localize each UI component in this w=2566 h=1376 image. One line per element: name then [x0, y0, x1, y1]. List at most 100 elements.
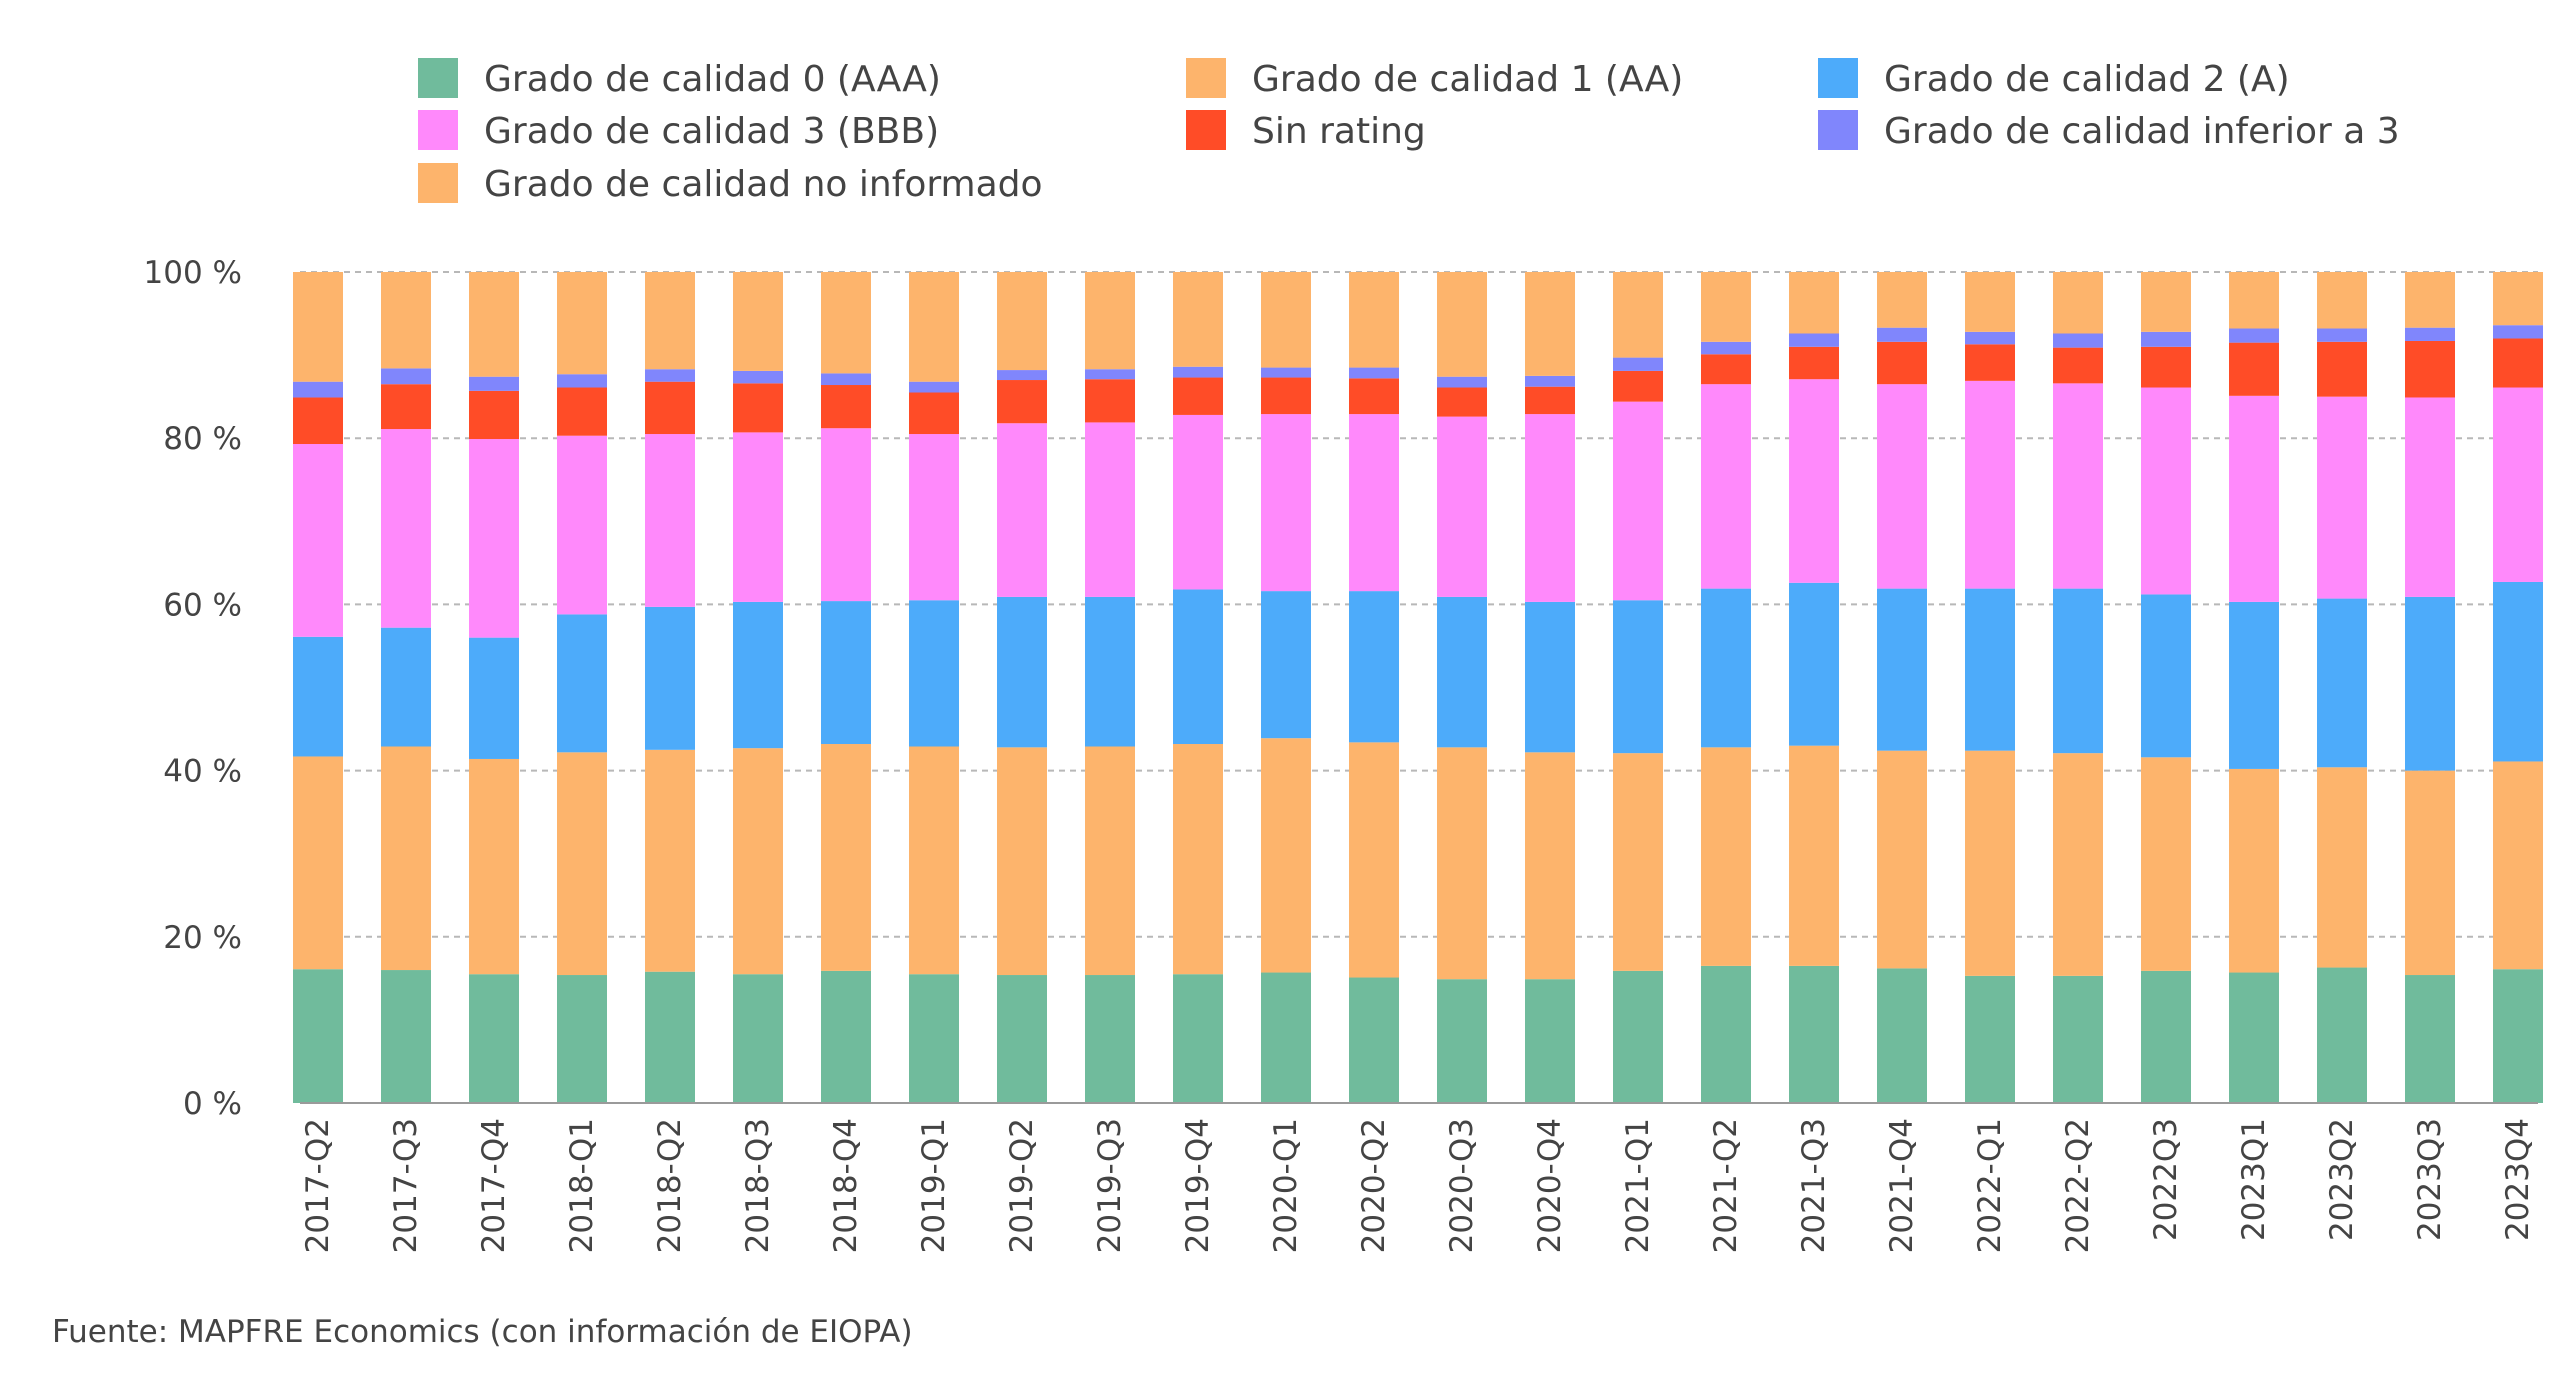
bar-segment	[2229, 272, 2279, 329]
bar-segment	[381, 429, 431, 628]
bar-segment	[1173, 744, 1223, 975]
bar-segment	[381, 368, 431, 385]
bar-segment	[469, 758, 519, 975]
bar-segment	[2405, 327, 2455, 341]
bar-segment	[469, 439, 519, 638]
bar-segment	[2493, 387, 2543, 582]
bar-segment	[997, 747, 1047, 976]
bar-segment	[1085, 369, 1135, 380]
x-tick-label: 2020-Q2	[1356, 1118, 1392, 1253]
bar-segment	[1173, 272, 1223, 367]
y-tick-label: 60 %	[163, 587, 242, 623]
legend-label: Grado de calidad 1 (AA)	[1252, 59, 1683, 100]
bar-segment	[381, 272, 431, 369]
bar-segment	[557, 614, 607, 753]
bar-segment	[557, 435, 607, 615]
legend-label: Grado de calidad 3 (BBB)	[484, 111, 939, 152]
bar-segment	[469, 637, 519, 759]
bar-segment	[557, 975, 607, 1103]
bar-segment	[1525, 272, 1575, 376]
bar-segment	[1789, 379, 1839, 583]
bar-segment	[381, 970, 431, 1103]
bar-segment	[821, 970, 871, 1103]
bar-segment	[1613, 753, 1663, 971]
x-tick-label: 2023Q4	[2500, 1118, 2536, 1241]
bar-segment	[2141, 970, 2191, 1103]
bar-segment	[2229, 328, 2279, 343]
bar-segment	[821, 385, 871, 429]
bar-segment	[2493, 338, 2543, 388]
bar-segment	[2141, 387, 2191, 595]
bar-segment	[1349, 378, 1399, 415]
bar-segment	[2141, 594, 2191, 758]
bar-segment	[1349, 272, 1399, 368]
legend-label: Sin rating	[1252, 111, 1426, 152]
bar-segment	[293, 397, 343, 445]
bar-segment	[2317, 328, 2367, 342]
bar-segment	[1789, 965, 1839, 1103]
bar-segment	[2405, 596, 2455, 771]
bar-segment	[2493, 969, 2543, 1103]
bar-segment	[1437, 376, 1487, 388]
bar-segment	[1965, 380, 2015, 589]
bar-segment	[1437, 272, 1487, 377]
bar-segment	[1789, 346, 1839, 380]
bar-segment	[2405, 975, 2455, 1103]
bar-segment	[733, 601, 783, 749]
bar-segment	[1701, 747, 1751, 966]
bar-segment	[733, 383, 783, 433]
y-tick-label: 40 %	[163, 754, 242, 790]
bar-segment	[1085, 379, 1135, 423]
bar-segment	[2053, 975, 2103, 1103]
bar-segment	[2229, 972, 2279, 1103]
x-tick-label: 2018-Q1	[564, 1118, 600, 1253]
bar-segment	[1613, 370, 1663, 402]
bar-segment	[1701, 341, 1751, 355]
bar-segment	[293, 381, 343, 398]
bar-segment	[2317, 598, 2367, 768]
bar-segment	[1261, 414, 1311, 592]
bar-segment	[1701, 354, 1751, 385]
bar-segment	[1877, 384, 1927, 589]
y-tick-label: 0 %	[183, 1086, 242, 1122]
bar-segment	[1525, 386, 1575, 415]
bar-segment	[2493, 581, 2543, 762]
bar-segment	[381, 746, 431, 971]
x-tick-label: 2020-Q3	[1444, 1118, 1480, 1253]
bar-segment	[733, 272, 783, 371]
grid-lines	[300, 271, 2538, 938]
bar-segment	[1877, 272, 1927, 328]
bar-segment	[1261, 738, 1311, 973]
bar-segment	[2053, 383, 2103, 589]
x-tick-label: 2023Q1	[2236, 1118, 2272, 1241]
x-tick-label: 2021-Q2	[1708, 1118, 1744, 1253]
bar-segment	[1877, 327, 1927, 342]
bar-segment	[733, 370, 783, 384]
bar-segment	[1789, 272, 1839, 334]
bar-segment	[2141, 331, 2191, 347]
x-tick-label: 2017-Q3	[388, 1118, 424, 1253]
x-tick-label: 2019-Q2	[1004, 1118, 1040, 1253]
bar-segment	[2053, 272, 2103, 334]
x-tick-label: 2017-Q2	[300, 1118, 336, 1253]
bar-segment	[1437, 747, 1487, 980]
bar-segment	[557, 752, 607, 976]
x-tick-label: 2022-Q2	[2060, 1118, 2096, 1253]
x-tick-label: 2018-Q3	[740, 1118, 776, 1253]
bar-segment	[909, 381, 959, 393]
bar-segment	[2317, 341, 2367, 397]
bar-segment	[909, 746, 959, 975]
bar-segment	[909, 434, 959, 601]
bar-segment	[1613, 357, 1663, 371]
bar-segment	[2493, 761, 2543, 970]
bar-segment	[821, 601, 871, 745]
bar-segment	[2053, 588, 2103, 754]
bar-segment	[1965, 331, 2015, 345]
bar-segment	[645, 606, 695, 750]
bar-segment	[733, 748, 783, 975]
bar-segment	[293, 272, 343, 382]
bar-segment	[733, 974, 783, 1103]
x-tick-label: 2019-Q3	[1092, 1118, 1128, 1253]
bar-segment	[1525, 601, 1575, 753]
bar-segment	[821, 744, 871, 971]
